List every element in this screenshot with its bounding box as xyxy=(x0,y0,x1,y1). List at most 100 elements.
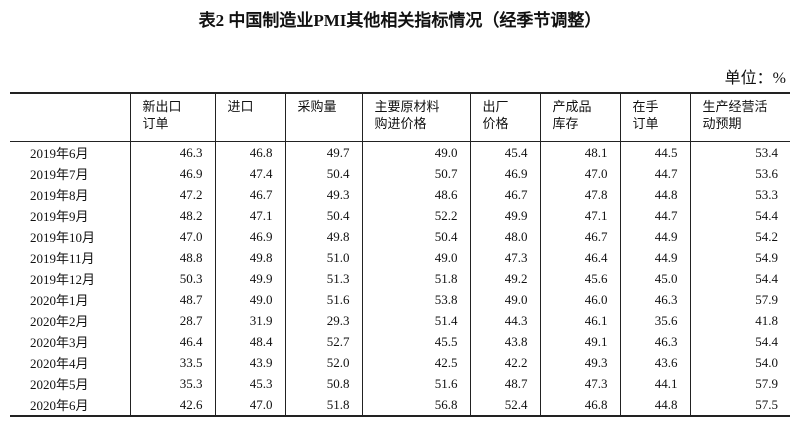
cell: 47.1 xyxy=(214,205,285,226)
cell: 48.4 xyxy=(214,331,285,352)
cell: 31.9 xyxy=(214,310,285,331)
header-line: 新出口 xyxy=(142,99,182,114)
cell: 50.4 xyxy=(284,163,362,184)
table-row: 2020年2月 28.7 31.9 29.3 51.4 44.3 46.1 35.6 41.8 xyxy=(10,310,790,331)
cell: 54.4 xyxy=(689,331,790,352)
cell: 46.8 xyxy=(539,394,620,416)
cell: 46.4 xyxy=(539,247,620,268)
row-label: 2020年3月 xyxy=(30,335,89,350)
header-line: 出厂 xyxy=(482,99,509,114)
cell: 54.0 xyxy=(689,352,790,373)
cell: 51.0 xyxy=(284,247,362,268)
table-row: 2019年8月 47.2 46.7 49.3 48.6 46.7 47.8 44.8 53.3 xyxy=(10,184,790,205)
cell: 51.3 xyxy=(284,268,362,289)
cell: 47.0 xyxy=(129,226,215,247)
cell: 53.4 xyxy=(689,141,790,163)
cell: 43.9 xyxy=(214,352,285,373)
cell: 45.0 xyxy=(619,268,690,289)
cell: 50.8 xyxy=(284,373,362,394)
cell: 49.3 xyxy=(539,352,620,373)
cell: 56.8 xyxy=(361,394,470,416)
cell: 46.9 xyxy=(214,226,285,247)
cell: 44.7 xyxy=(619,205,690,226)
header-line: 进口 xyxy=(227,99,254,114)
cell: 47.0 xyxy=(539,163,620,184)
cell: 48.2 xyxy=(129,205,215,226)
cell: 46.8 xyxy=(214,141,285,163)
cell: 49.8 xyxy=(214,247,285,268)
row-label: 2020年2月 xyxy=(30,314,89,329)
cell: 50.4 xyxy=(361,226,470,247)
cell: 46.3 xyxy=(619,289,690,310)
cell: 51.6 xyxy=(284,289,362,310)
table-row: 2020年4月 33.5 43.9 52.0 42.5 42.2 49.3 43.6 54.0 xyxy=(10,352,790,373)
cell: 57.5 xyxy=(689,394,790,416)
cell: 45.3 xyxy=(214,373,285,394)
cell: 57.9 xyxy=(689,289,790,310)
table-row: 2019年7月 46.9 47.4 50.4 50.7 46.9 47.0 44.7 53.6 xyxy=(10,163,790,184)
corner-cell xyxy=(10,93,130,142)
cell: 42.5 xyxy=(361,352,470,373)
cell: 54.4 xyxy=(689,205,790,226)
header-line: 库存 xyxy=(552,116,579,131)
table-row: 2020年1月 48.7 49.0 51.6 53.8 49.0 46.0 46.3 57.9 xyxy=(10,289,790,310)
cell: 51.6 xyxy=(361,373,470,394)
column-header: 产成品 库存 xyxy=(539,93,620,142)
cell: 52.7 xyxy=(284,331,362,352)
cell: 54.9 xyxy=(689,247,790,268)
cell: 49.3 xyxy=(284,184,362,205)
column-header: 进口 xyxy=(214,93,285,142)
header-line: 购进价格 xyxy=(374,116,427,131)
header-line: 在手 xyxy=(632,99,659,114)
header-line: 主要原材料 xyxy=(374,99,440,114)
cell: 46.1 xyxy=(539,310,620,331)
column-header: 主要原材料 购进价格 xyxy=(361,93,470,142)
table-row: 2020年5月 35.3 45.3 50.8 51.6 48.7 47.3 44.1 57.9 xyxy=(10,373,790,394)
header-line: 价格 xyxy=(482,116,509,131)
column-header: 采购量 xyxy=(284,93,362,142)
cell: 51.8 xyxy=(284,394,362,416)
cell: 47.2 xyxy=(129,184,215,205)
cell: 50.7 xyxy=(361,163,470,184)
cell: 46.3 xyxy=(619,331,690,352)
cell: 47.3 xyxy=(539,373,620,394)
cell: 29.3 xyxy=(284,310,362,331)
cell: 48.8 xyxy=(129,247,215,268)
cell: 44.5 xyxy=(619,141,690,163)
cell: 47.4 xyxy=(214,163,285,184)
row-label: 2020年6月 xyxy=(30,398,89,413)
cell: 53.3 xyxy=(689,184,790,205)
cell: 43.6 xyxy=(619,352,690,373)
cell: 52.2 xyxy=(361,205,470,226)
cell: 53.8 xyxy=(361,289,470,310)
cell: 45.4 xyxy=(469,141,540,163)
cell: 47.3 xyxy=(469,247,540,268)
cell: 44.1 xyxy=(619,373,690,394)
cell: 50.3 xyxy=(129,268,215,289)
table-row: 2019年6月 46.3 46.8 49.7 49.0 45.4 48.1 44.5 53.4 xyxy=(10,141,790,163)
cell: 48.0 xyxy=(469,226,540,247)
cell: 44.9 xyxy=(619,226,690,247)
column-header: 出厂 价格 xyxy=(469,93,540,142)
cell: 46.7 xyxy=(469,184,540,205)
cell: 33.5 xyxy=(129,352,215,373)
column-header: 新出口 订单 xyxy=(129,93,215,142)
cell: 50.4 xyxy=(284,205,362,226)
cell: 44.3 xyxy=(469,310,540,331)
cell: 46.4 xyxy=(129,331,215,352)
header-line: 生产经营活 xyxy=(702,99,768,114)
cell: 49.0 xyxy=(214,289,285,310)
cell: 46.9 xyxy=(129,163,215,184)
cell: 44.8 xyxy=(619,394,690,416)
cell: 46.7 xyxy=(539,226,620,247)
table-row: 2019年9月 48.2 47.1 50.4 52.2 49.9 47.1 44.7 54.4 xyxy=(10,205,790,226)
cell: 48.1 xyxy=(539,141,620,163)
title: 表2 中国制造业PMI其他相关指标情况（经季节调整） xyxy=(198,11,602,30)
row-label: 2019年11月 xyxy=(30,251,95,266)
cell: 35.3 xyxy=(129,373,215,394)
cell: 45.5 xyxy=(361,331,470,352)
row-label: 2019年12月 xyxy=(30,272,96,287)
cell: 42.2 xyxy=(469,352,540,373)
cell: 54.2 xyxy=(689,226,790,247)
